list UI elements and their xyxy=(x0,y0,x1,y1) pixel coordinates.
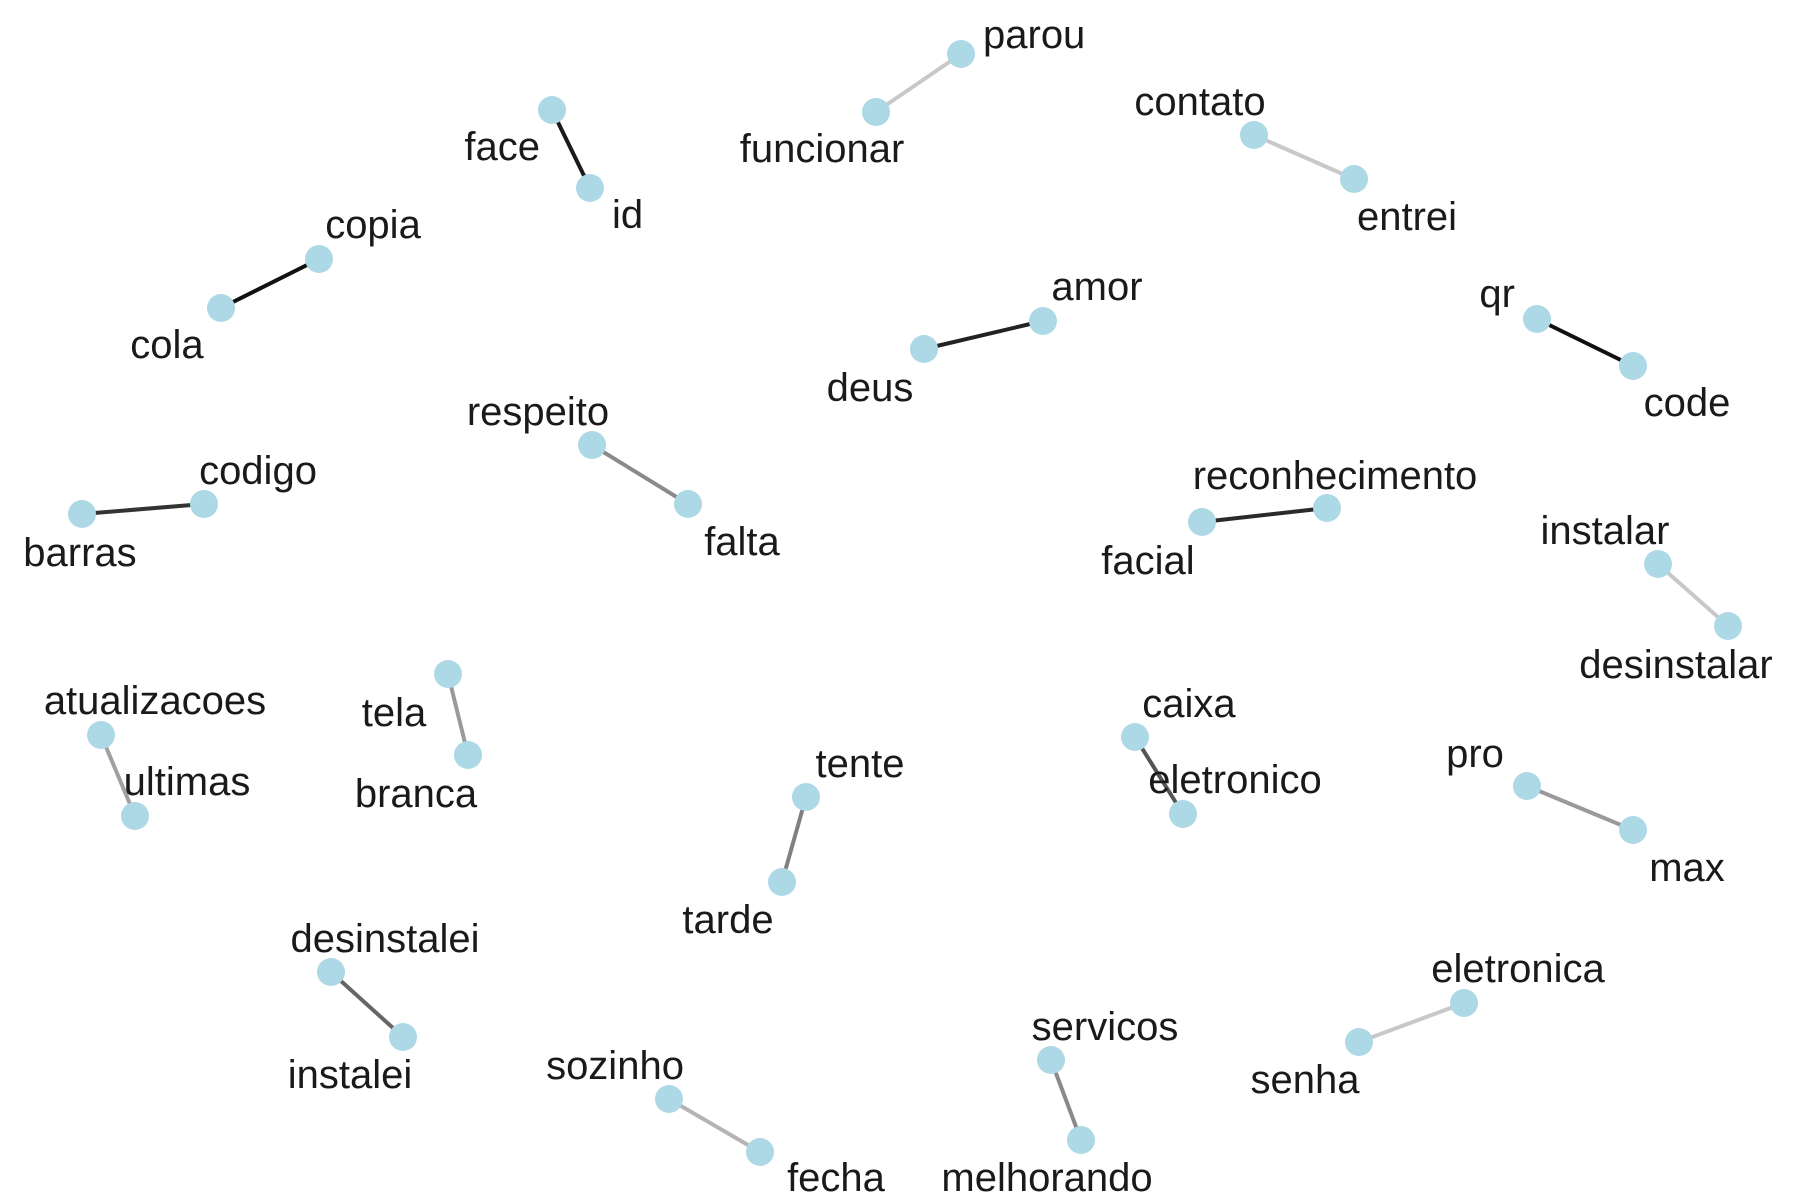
label-facial: facial xyxy=(1101,539,1194,583)
node-caixa xyxy=(1121,723,1149,751)
label-instalei: instalei xyxy=(288,1053,413,1097)
edge-funcionar-parou xyxy=(874,52,963,114)
label-parou: parou xyxy=(983,13,1085,57)
label-branca: branca xyxy=(355,772,478,816)
labels-layer: face id funcionar parou contato entrei cola cop… xyxy=(23,13,1772,1200)
label-instalar: instalar xyxy=(1541,509,1670,553)
edge-tente-tarde xyxy=(780,795,808,884)
edge-caixa-eletronico xyxy=(1133,735,1185,816)
label-senha: senha xyxy=(1251,1058,1361,1102)
label-sozinho: sozinho xyxy=(546,1044,684,1088)
label-code: code xyxy=(1644,381,1731,425)
label-funcionar: funcionar xyxy=(740,127,905,171)
edge-facial-reconhecimento xyxy=(1200,506,1329,524)
label-desinstalei: desinstalei xyxy=(290,917,479,961)
label-eletronico: eletronico xyxy=(1148,758,1321,802)
node-fecha xyxy=(746,1138,774,1166)
edge-senha-eletronica xyxy=(1357,1001,1466,1044)
label-falta: falta xyxy=(704,520,780,564)
edge-barras-codigo xyxy=(80,502,206,516)
node-desinstalar xyxy=(1714,612,1742,640)
node-instalar xyxy=(1644,550,1672,578)
edge-servicos-melhorando xyxy=(1049,1058,1083,1142)
node-ultimas xyxy=(121,802,149,830)
node-entrei xyxy=(1340,165,1368,193)
node-tente xyxy=(792,783,820,811)
node-tela xyxy=(434,660,462,688)
node-pro xyxy=(1513,772,1541,800)
node-desinstalei xyxy=(317,958,345,986)
node-copia xyxy=(305,245,333,273)
label-amor: amor xyxy=(1051,265,1142,309)
label-reconhecimento: reconhecimento xyxy=(1193,454,1478,498)
node-codigo xyxy=(190,490,218,518)
label-codigo: codigo xyxy=(199,449,317,493)
node-amor xyxy=(1029,307,1057,335)
edge-pro-max xyxy=(1525,784,1635,832)
label-id: id xyxy=(612,193,643,237)
node-cola xyxy=(207,294,235,322)
node-qr xyxy=(1523,305,1551,333)
label-cola: cola xyxy=(130,323,204,367)
label-qr: qr xyxy=(1479,272,1515,316)
edge-deus-amor xyxy=(922,319,1045,351)
label-eletronica: eletronica xyxy=(1431,947,1605,991)
label-ultimas: ultimas xyxy=(124,760,251,804)
label-contato: contato xyxy=(1134,80,1265,124)
node-instalei xyxy=(389,1023,417,1051)
edge-face-id xyxy=(550,108,592,190)
label-copia: copia xyxy=(325,203,421,247)
label-fecha: fecha xyxy=(787,1156,886,1200)
node-contato xyxy=(1240,121,1268,149)
node-code xyxy=(1619,352,1647,380)
node-eletronica xyxy=(1450,989,1478,1017)
node-parou xyxy=(947,40,975,68)
label-atualizacoes: atualizacoes xyxy=(44,679,266,723)
label-tarde: tarde xyxy=(682,898,773,942)
node-barras xyxy=(68,500,96,528)
label-tela: tela xyxy=(362,691,427,735)
label-caixa: caixa xyxy=(1142,682,1236,726)
node-atualizacoes xyxy=(87,721,115,749)
node-funcionar xyxy=(862,98,890,126)
label-face: face xyxy=(464,125,540,169)
label-pro: pro xyxy=(1446,732,1504,776)
label-respeito: respeito xyxy=(467,390,609,434)
node-max xyxy=(1619,816,1647,844)
node-deus xyxy=(910,335,938,363)
node-melhorando xyxy=(1067,1126,1095,1154)
node-face xyxy=(538,96,566,124)
node-id xyxy=(576,174,604,202)
label-deus: deus xyxy=(827,366,914,410)
edge-cola-copia xyxy=(219,257,321,310)
edge-contato-entrei xyxy=(1252,133,1356,181)
nodes-layer xyxy=(68,40,1742,1166)
label-barras: barras xyxy=(23,531,136,575)
edge-atualizacoes-ultimas xyxy=(99,733,137,818)
node-falta xyxy=(674,490,702,518)
node-reconhecimento xyxy=(1313,494,1341,522)
label-servicos: servicos xyxy=(1032,1005,1179,1049)
edge-desinstalei-instalei xyxy=(329,970,405,1039)
node-tarde xyxy=(768,868,796,896)
label-desinstalar: desinstalar xyxy=(1579,643,1772,687)
edge-instalar-desinstalar xyxy=(1656,562,1730,628)
label-max: max xyxy=(1649,846,1725,890)
node-branca xyxy=(454,741,482,769)
label-entrei: entrei xyxy=(1357,195,1457,239)
node-respeito xyxy=(578,431,606,459)
node-senha xyxy=(1345,1028,1373,1056)
edge-respeito-falta xyxy=(590,443,690,506)
label-tente: tente xyxy=(816,742,905,786)
edge-sozinho-fecha xyxy=(667,1097,762,1154)
node-eletronico xyxy=(1169,800,1197,828)
node-facial xyxy=(1188,508,1216,536)
node-sozinho xyxy=(655,1085,683,1113)
label-melhorando: melhorando xyxy=(941,1156,1152,1200)
edge-qr-code xyxy=(1535,317,1635,368)
node-servicos xyxy=(1037,1046,1065,1074)
